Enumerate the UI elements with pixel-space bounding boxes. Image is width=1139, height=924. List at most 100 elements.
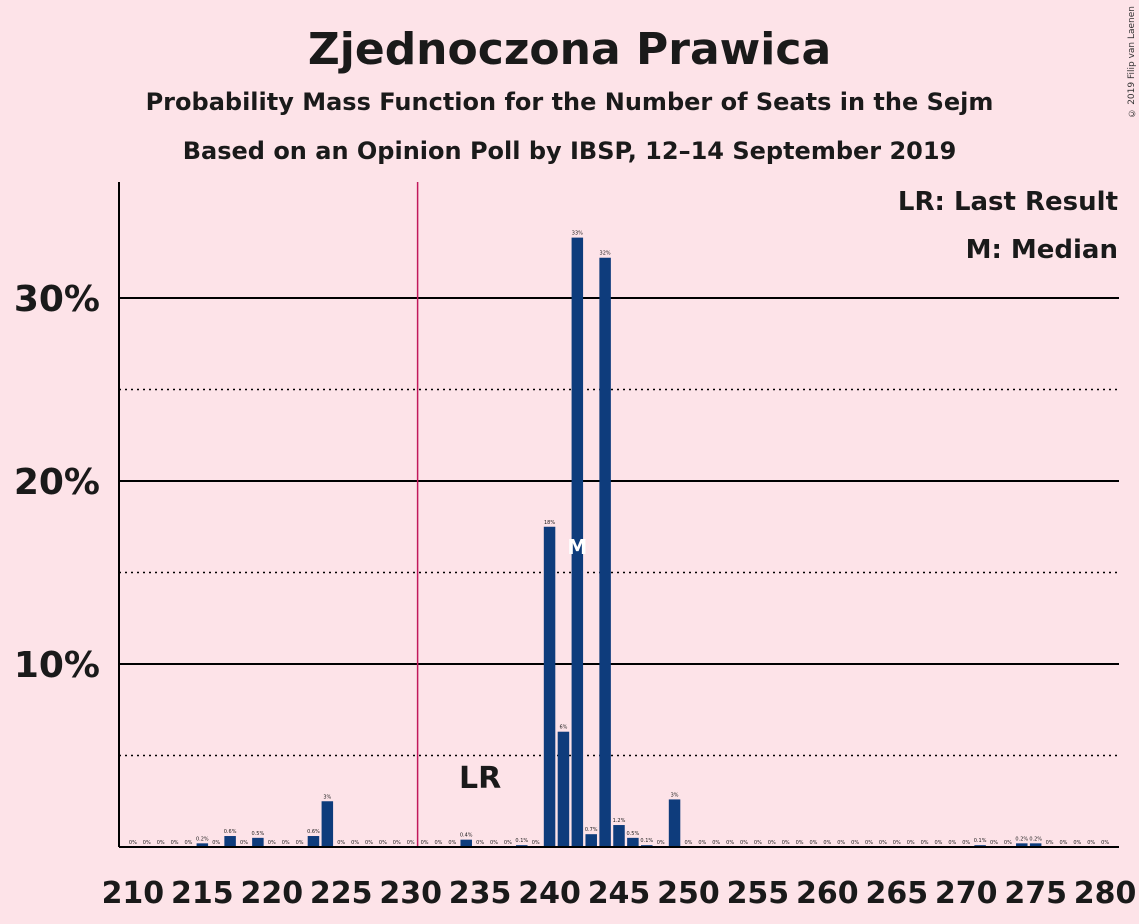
data-label: 0% (712, 840, 720, 846)
data-label: 0% (684, 840, 692, 846)
x-tick-label: 265 (865, 876, 928, 911)
data-label: 18% (544, 520, 555, 526)
x-tick-label: 280 (1074, 876, 1137, 911)
data-label: 0.2% (1029, 836, 1042, 842)
data-label: 0% (171, 840, 179, 846)
gridlines: 10% 20% 30% (14, 182, 1119, 847)
data-labels: 0% 0% 0% 0% 0%0.2%0%0.6%0%0.5%0% 0% 0%0.6%3%0%… (129, 231, 1109, 846)
x-tick-label: 225 (310, 876, 373, 911)
data-label: 0% (1004, 840, 1012, 846)
data-label: 0% (532, 840, 540, 846)
bar (613, 825, 625, 847)
data-label: 0.5% (252, 831, 265, 837)
bar (1029, 843, 1042, 847)
bar (252, 837, 264, 847)
data-label: 0% (851, 840, 859, 846)
data-label: 0.6% (307, 829, 320, 835)
data-label: 3% (323, 794, 331, 800)
data-label: 0.2% (196, 836, 209, 842)
data-label: 1.2% (613, 818, 626, 824)
data-label: 0% (893, 840, 901, 846)
x-tick-label: 245 (588, 876, 651, 911)
data-label: 0% (1073, 840, 1081, 846)
x-tick-label: 260 (796, 876, 859, 911)
data-label: 0% (184, 840, 192, 846)
data-label: 0% (754, 840, 762, 846)
data-label: 0% (809, 840, 817, 846)
data-label: 0% (948, 840, 956, 846)
data-label: 0% (365, 840, 373, 846)
median-marker: M (567, 535, 587, 559)
x-tick-label: 210 (102, 876, 165, 911)
data-label: 0% (796, 840, 804, 846)
data-label: 0% (934, 840, 942, 846)
data-label: 0% (865, 840, 873, 846)
data-label: 0% (296, 840, 304, 846)
data-label: 0% (157, 840, 165, 846)
data-label: 6% (559, 725, 567, 731)
bar (224, 836, 236, 847)
bar (196, 843, 209, 847)
x-tick-label: 275 (1004, 876, 1067, 911)
data-label: 0% (837, 840, 845, 846)
data-label: 0% (782, 840, 790, 846)
bar (307, 836, 320, 847)
data-label: 0% (143, 840, 151, 846)
bar (543, 526, 556, 847)
x-tick-label: 270 (935, 876, 998, 911)
data-label: 0% (490, 840, 498, 846)
x-tick-label: 255 (727, 876, 790, 911)
x-tick-label: 220 (240, 876, 303, 911)
last-result-marker: LR (459, 761, 501, 796)
bar (460, 839, 472, 847)
data-label: 0% (337, 840, 345, 846)
data-label: 0% (129, 840, 137, 846)
bar (1016, 843, 1028, 847)
chart-source: Based on an Opinion Poll by IBSP, 12–14 … (182, 137, 957, 165)
data-label: 0% (379, 840, 387, 846)
bar (585, 834, 597, 847)
data-label: 0% (657, 840, 665, 846)
bar (627, 837, 639, 847)
data-label: 0.5% (627, 831, 640, 837)
data-label: 0% (448, 840, 456, 846)
y-tick-label: 10% (14, 645, 100, 686)
chart-title: Zjednoczona Prawica (307, 24, 832, 75)
x-tick-label: 215 (171, 876, 234, 911)
data-label: 0% (504, 840, 512, 846)
data-label: 0% (351, 840, 359, 846)
data-label: 0.1% (640, 838, 653, 844)
data-label: 0% (212, 840, 220, 846)
axes: 210 215 220 225 230 235 240 245 250 255 260 265 270 2… (102, 182, 1137, 911)
data-label: 32% (600, 251, 611, 257)
data-label: 0% (726, 840, 734, 846)
data-label: 0% (434, 840, 442, 846)
data-label: 0% (823, 840, 831, 846)
chart-subtitle: Probability Mass Function for the Number… (145, 88, 994, 116)
data-label: 0% (282, 840, 290, 846)
y-tick-label: 30% (14, 279, 100, 320)
y-tick-label: 20% (14, 462, 100, 503)
data-label: 0.4% (460, 833, 473, 839)
data-label: 0% (240, 840, 248, 846)
x-tick-label: 240 (518, 876, 581, 911)
data-label: 0.2% (1015, 836, 1028, 842)
bar (321, 801, 334, 847)
data-label: 0% (407, 840, 415, 846)
data-label: 0.7% (585, 827, 598, 833)
data-label: 0% (907, 840, 915, 846)
data-label: 0% (421, 840, 429, 846)
data-label: 3% (671, 792, 679, 798)
data-label: 0% (879, 840, 887, 846)
data-label: 0% (768, 840, 776, 846)
data-label: 0% (476, 840, 484, 846)
legend-last-result: LR: Last Result (898, 187, 1118, 217)
x-tick-label: 230 (379, 876, 442, 911)
data-label: 0% (990, 840, 998, 846)
data-label: 0% (1046, 840, 1054, 846)
legend-median: M: Median (966, 235, 1118, 265)
x-tick-label: 235 (449, 876, 512, 911)
data-label: 0.1% (515, 838, 528, 844)
data-label: 0.1% (974, 838, 987, 844)
data-label: 0% (268, 840, 276, 846)
